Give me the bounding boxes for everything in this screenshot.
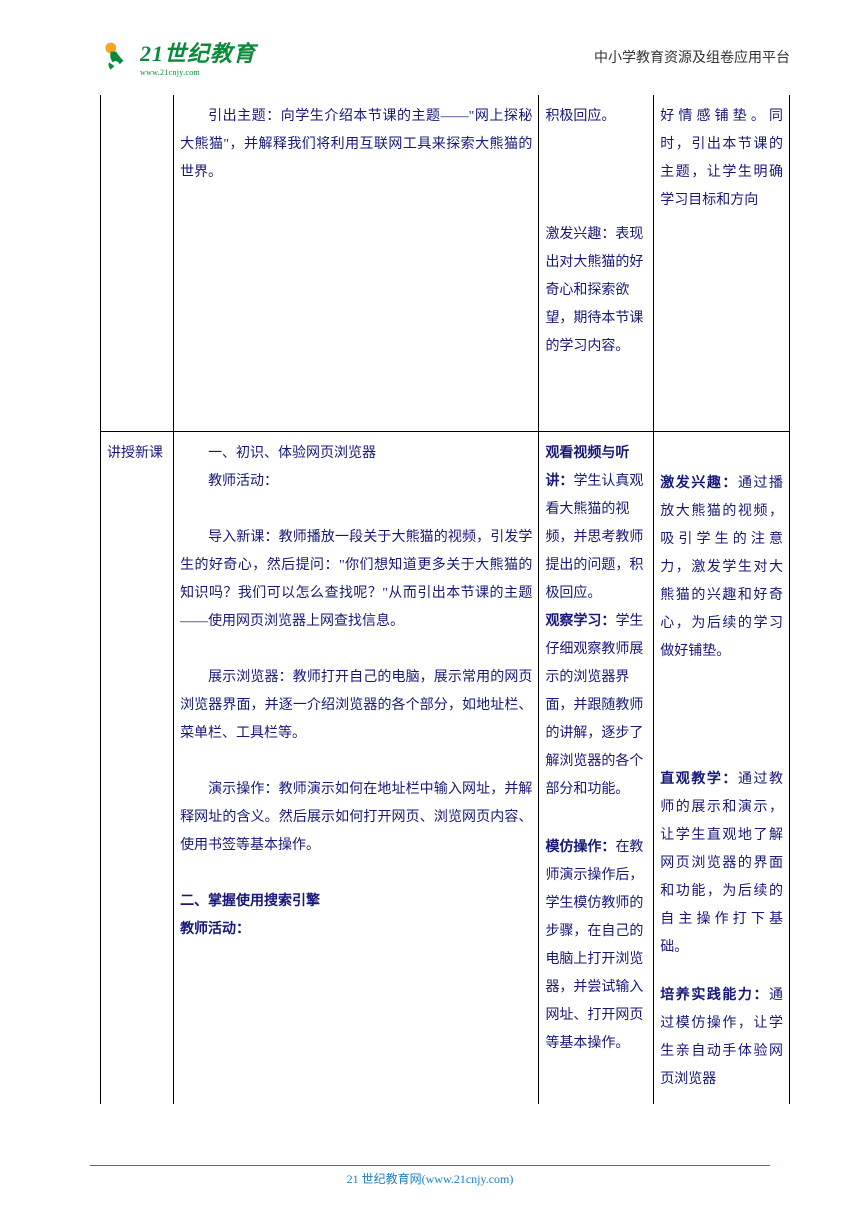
cell-teacher-activity: 引出主题：向学生介绍本节课的主题——"网上探秘大熊猫"，并解释我们将利用互联网工… <box>174 95 539 432</box>
logo-sub-text: www.21cnjy.com <box>140 68 256 77</box>
document-page: 21世纪教育 www.21cnjy.com 中小学教育资源及组卷应用平台 引出主… <box>0 0 860 1154</box>
observe-learning-block: 观察学习：学生仔细观察教师展示的浏览器界面，并跟随教师的讲解，逐步了解浏览器的各… <box>545 608 647 804</box>
cell-stage <box>101 95 174 432</box>
logo-icon <box>100 39 136 75</box>
observe-text: 学生仔细观察教师展示的浏览器界面，并跟随教师的讲解，逐步了解浏览器的各个部分和功… <box>545 614 643 797</box>
visual-text: 通过教师的展示和演示，让学生直观地了解网页浏览器的界面和功能，为后续的自主操作打… <box>660 772 783 955</box>
show-browser-text: 展示浏览器：教师打开自己的电脑，展示常用的网页浏览器界面，并逐一介绍浏览器的各个… <box>180 664 532 748</box>
page-header: 21世纪教育 www.21cnjy.com 中小学教育资源及组卷应用平台 <box>100 36 790 77</box>
section-heading-2: 二、掌握使用搜索引擎 <box>180 888 532 916</box>
header-right-text: 中小学教育资源及组卷应用平台 <box>594 47 790 67</box>
imitate-operation-block: 模仿操作：在教师演示操作后，学生模仿教师的步骤，在自己的电脑上打开浏览器，并尝试… <box>545 834 647 1058</box>
intro-topic-text: 引出主题：向学生介绍本节课的主题——"网上探秘大熊猫"，并解释我们将利用互联网工… <box>180 103 532 187</box>
stimulate-interest-block: 激发兴趣：通过播放大熊猫的视频，吸引学生的注意力，激发学生对大熊猫的兴趣和好奇心… <box>660 470 783 666</box>
practice-ability-block: 培养实践能力：通过模仿操作，让学生亲自动手体验网页浏览器 <box>660 982 783 1094</box>
footer-text: 21 世纪教育网(www.21cnjy.com) <box>347 1172 514 1186</box>
cell-teacher-activity: 一、初识、体验网页浏览器 教师活动： 导入新课：教师播放一段关于大熊猫的视频，引… <box>174 432 539 1105</box>
visual-title: 直观教学： <box>660 772 738 787</box>
logo: 21世纪教育 www.21cnjy.com <box>100 36 256 77</box>
practice-title: 培养实践能力： <box>660 988 769 1003</box>
cell-design-intent: 激发兴趣：通过播放大熊猫的视频，吸引学生的注意力，激发学生对大熊猫的兴趣和好奇心… <box>654 432 790 1105</box>
student-interest-text: 激发兴趣：表现出对大熊猫的好奇心和探索欲望，期待本节课的学习内容。 <box>545 221 647 361</box>
cell-student-activity: 观看视频与听讲：学生认真观看大熊猫的视频，并思考教师提出的问题，积极回应。 观察… <box>539 432 654 1105</box>
stage-label: 讲授新课 <box>107 446 163 461</box>
intro-lesson-text: 导入新课：教师播放一段关于大熊猫的视频，引发学生的好奇心，然后提问："你们想知道… <box>180 524 532 636</box>
logo-text: 21世纪教育 www.21cnjy.com <box>140 36 256 77</box>
watch-video-text: 学生认真观看大熊猫的视频，并思考教师提出的问题，积极回应。 <box>545 474 643 601</box>
logo-main-text: 21世纪教育 <box>140 36 256 68</box>
stimulate-text: 通过播放大熊猫的视频，吸引学生的注意力，激发学生对大熊猫的兴趣和好奇心，为后续的… <box>660 476 783 659</box>
demo-operation-text: 演示操作：教师演示如何在地址栏中输入网址，并解释网址的含义。然后展示如何打开网页… <box>180 776 532 860</box>
section-heading-1: 一、初识、体验网页浏览器 <box>180 440 532 468</box>
footer-divider <box>90 1165 770 1166</box>
stimulate-title: 激发兴趣： <box>660 476 738 491</box>
student-response-text: 积极回应。 <box>545 103 647 131</box>
table-row: 讲授新课 一、初识、体验网页浏览器 教师活动： 导入新课：教师播放一段关于大熊猫… <box>101 432 790 1105</box>
cell-student-activity: 积极回应。 激发兴趣：表现出对大熊猫的好奇心和探索欲望，期待本节课的学习内容。 <box>539 95 654 432</box>
visual-teaching-block: 直观教学：通过教师的展示和演示，让学生直观地了解网页浏览器的界面和功能，为后续的… <box>660 766 783 962</box>
table-row: 引出主题：向学生介绍本节课的主题——"网上探秘大熊猫"，并解释我们将利用互联网工… <box>101 95 790 432</box>
page-footer: 21 世纪教育网(www.21cnjy.com) <box>0 1165 860 1188</box>
cell-stage: 讲授新课 <box>101 432 174 1105</box>
observe-title: 观察学习： <box>545 614 615 629</box>
watch-video-block: 观看视频与听讲：学生认真观看大熊猫的视频，并思考教师提出的问题，积极回应。 <box>545 440 647 608</box>
teacher-activity-label-2: 教师活动： <box>180 916 532 944</box>
design-intent-text: 好情感铺垫。同时，引出本节课的主题，让学生明确学习目标和方向 <box>660 103 783 215</box>
lesson-table: 引出主题：向学生介绍本节课的主题——"网上探秘大熊猫"，并解释我们将利用互联网工… <box>100 95 790 1104</box>
imitate-title: 模仿操作： <box>545 840 615 855</box>
cell-design-intent: 好情感铺垫。同时，引出本节课的主题，让学生明确学习目标和方向 <box>654 95 790 432</box>
imitate-text: 在教师演示操作后，学生模仿教师的步骤，在自己的电脑上打开浏览器，并尝试输入网址、… <box>545 840 643 1051</box>
teacher-activity-label: 教师活动： <box>180 468 532 496</box>
